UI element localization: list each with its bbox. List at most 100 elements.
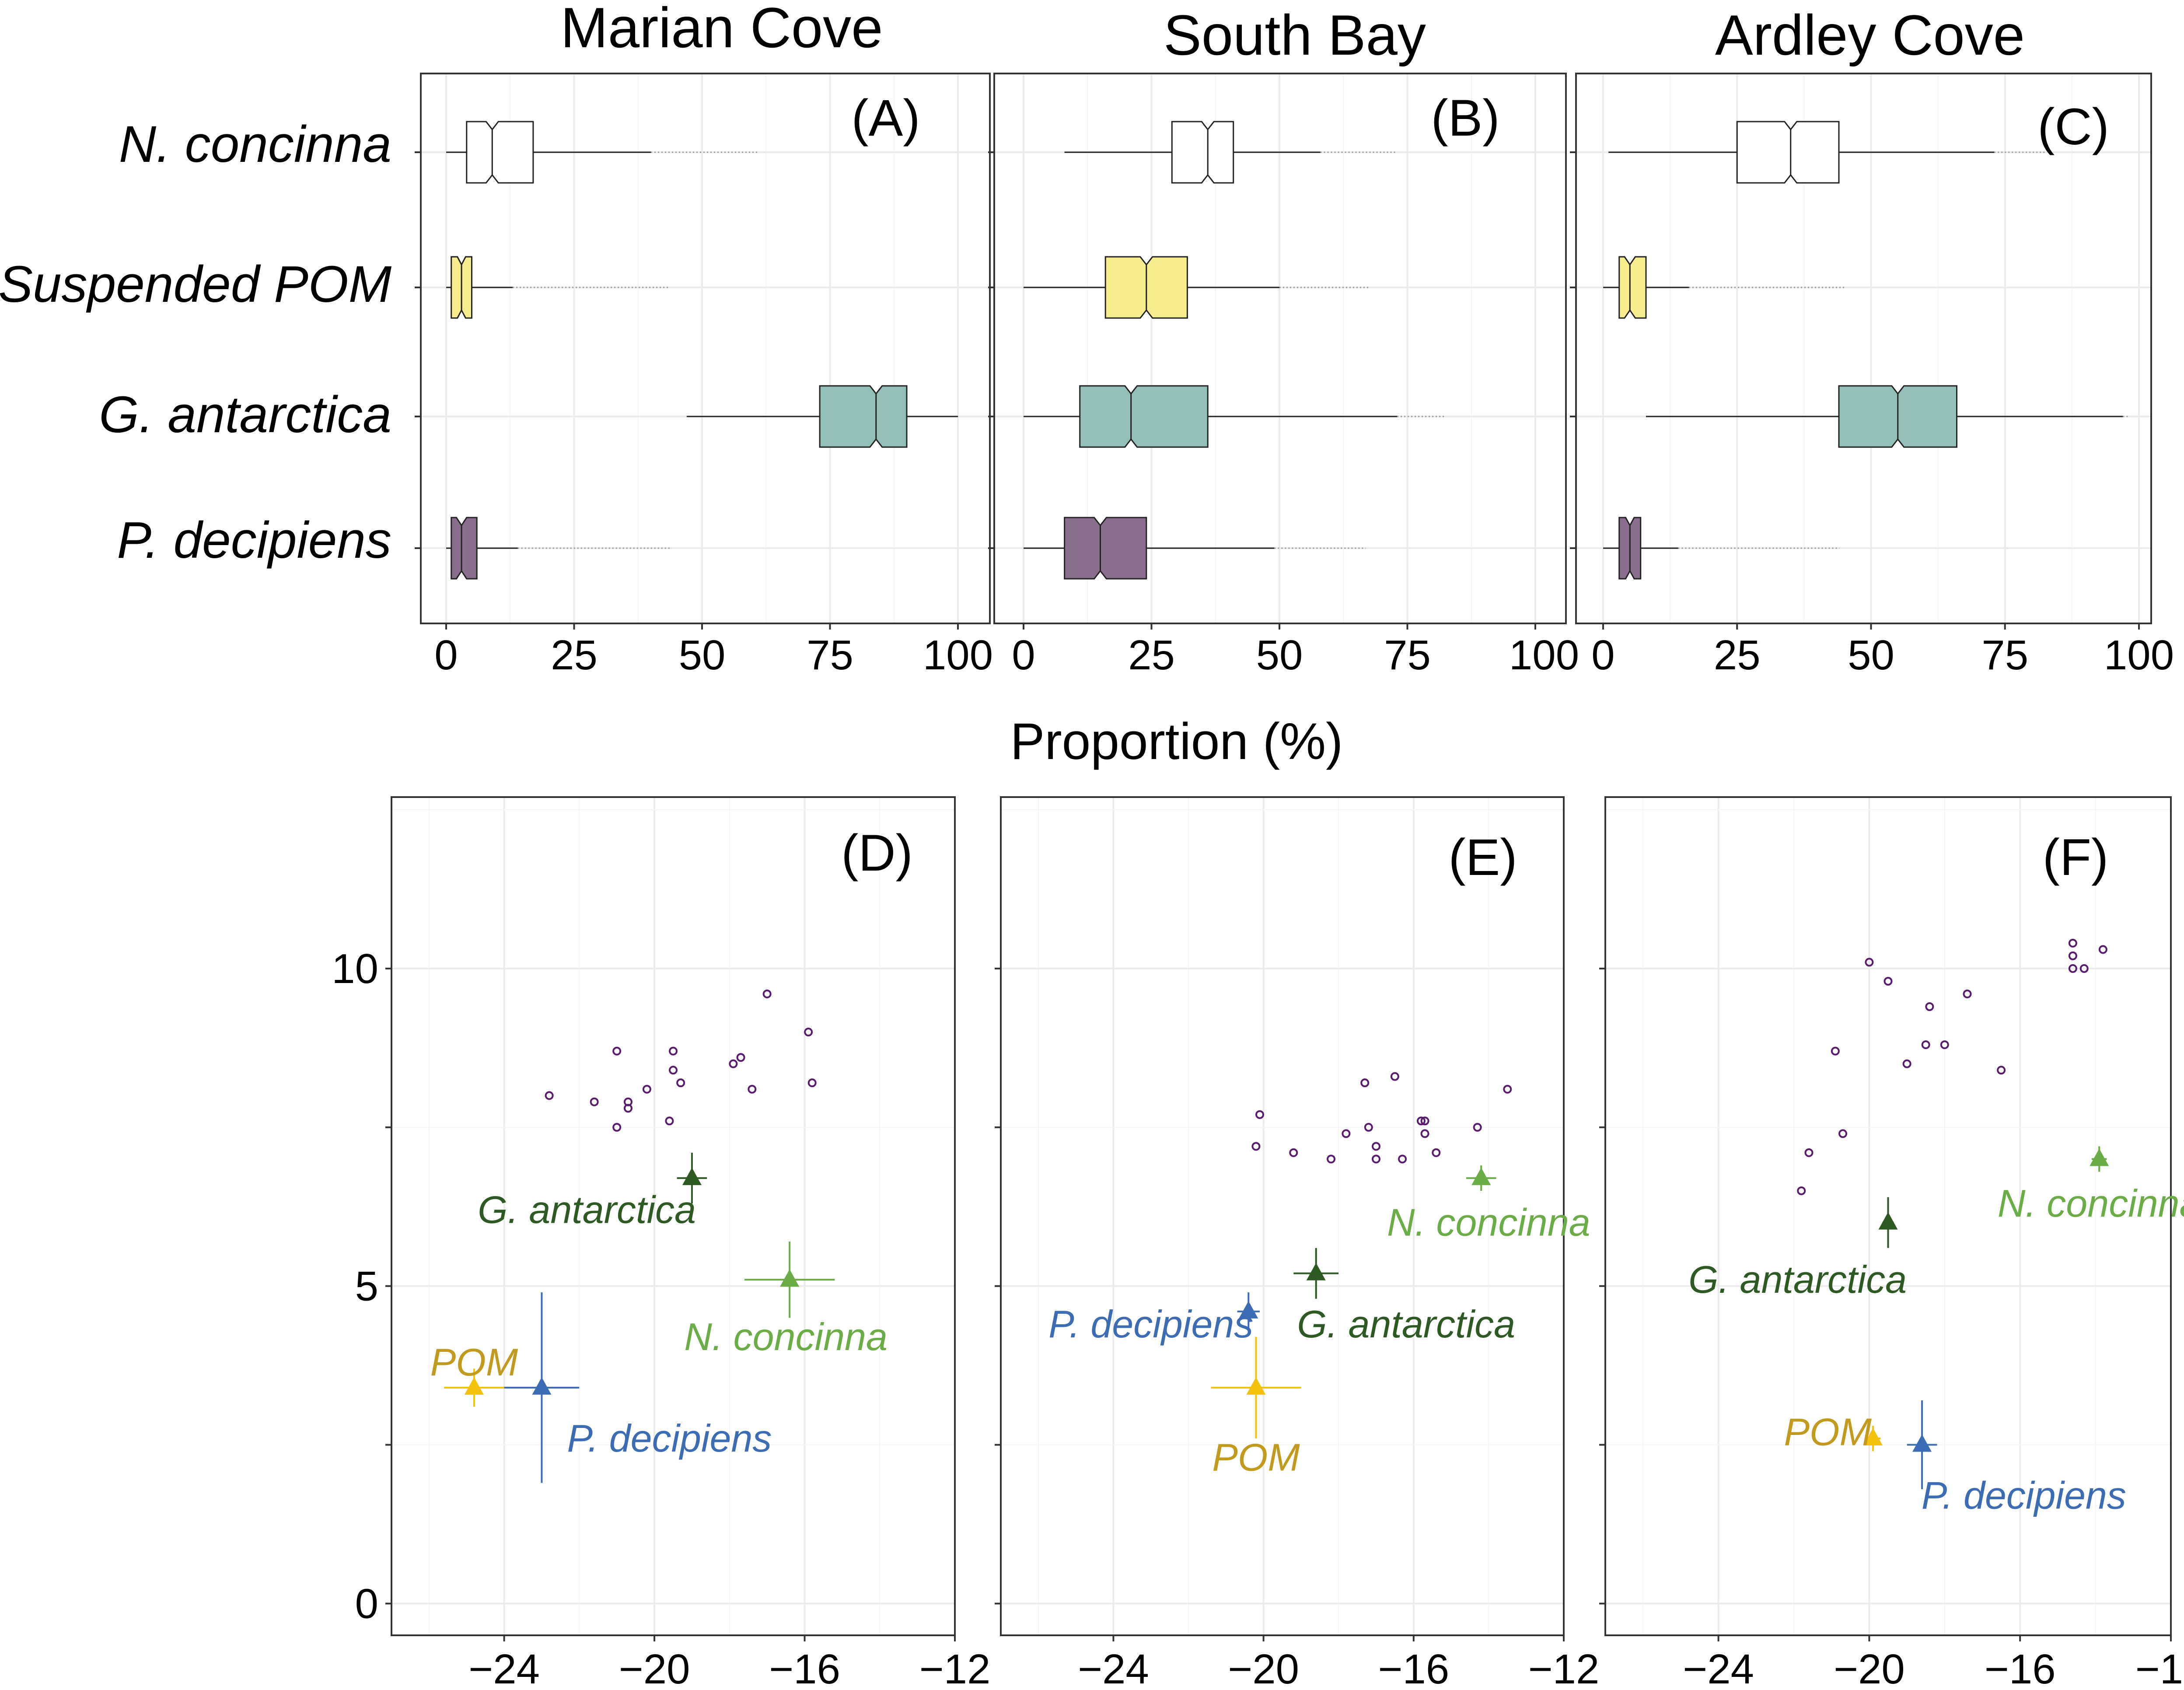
y-tick-label: 10 — [332, 945, 378, 992]
x-tick-label: 0 — [1012, 632, 1035, 679]
x-axis-label-proportion: Proportion (%) — [1010, 713, 1343, 770]
category-label-g-antarctica: G. antarctica — [99, 386, 391, 444]
source-point-p-decipiens — [1912, 1434, 1932, 1452]
consumer-point — [665, 1116, 674, 1126]
consumer-point — [1925, 1002, 1934, 1011]
box-n-concinna — [1171, 121, 1234, 184]
x-tick-label: 75 — [1384, 632, 1431, 679]
consumer-point — [669, 1046, 678, 1056]
x-tick-label: −12 — [919, 1646, 991, 1690]
panel-label-e: (E) — [1448, 829, 1517, 886]
x-tick-label: 25 — [1128, 632, 1175, 679]
consumer-point — [590, 1097, 599, 1106]
consumer-point — [804, 1028, 813, 1037]
consumer-point — [2079, 964, 2089, 973]
category-label-p-decipiens: P. decipiens — [117, 511, 391, 569]
consumer-point — [1416, 1116, 1426, 1126]
x-tick-label: −24 — [1078, 1646, 1149, 1690]
box-n-concinna — [1736, 121, 1840, 184]
box-n-concinna — [466, 121, 534, 184]
x-tick-label: 50 — [679, 632, 726, 679]
consumer-point — [1432, 1148, 1441, 1157]
source-point-pom — [1246, 1377, 1266, 1395]
consumer-point — [1997, 1066, 2006, 1075]
consumer-point — [1921, 1040, 1930, 1050]
panel-frame — [1604, 796, 2172, 1636]
consumer-point — [642, 1085, 651, 1094]
panel-frame — [1575, 73, 2152, 624]
consumer-point — [612, 1123, 622, 1132]
source-label-p-decipiens: P. decipiens — [567, 1417, 772, 1460]
source-label-n-concinna: N. concinna — [1998, 1182, 2184, 1225]
panel-frame — [391, 796, 956, 1636]
x-tick-label: −12 — [2135, 1646, 2184, 1690]
consumer-point — [1372, 1155, 1380, 1164]
source-label-n-concinna: N. concinna — [1387, 1201, 1590, 1244]
box-p-decipiens — [451, 517, 478, 580]
x-tick-label: −20 — [1228, 1646, 1299, 1690]
panel-label-f: (F) — [2043, 829, 2109, 886]
x-tick-label: 100 — [2104, 632, 2174, 679]
title-marian-cove: Marian Cove — [561, 0, 883, 59]
source-point-pom — [464, 1377, 484, 1395]
x-tick-label: −12 — [1528, 1646, 1600, 1690]
consumer-point — [1503, 1085, 1512, 1094]
title-south-bay: South Bay — [1164, 3, 1426, 67]
consumer-point — [676, 1078, 685, 1088]
consumer-point — [1797, 1186, 1806, 1195]
x-tick-label: −16 — [1985, 1646, 2056, 1690]
consumer-point — [1902, 1059, 1911, 1068]
consumer-point — [2068, 938, 2077, 948]
source-label-pom: POM — [1212, 1436, 1300, 1479]
consumer-point — [545, 1091, 554, 1100]
source-point-pom — [1863, 1428, 1883, 1446]
consumer-point — [623, 1104, 632, 1113]
consumer-point — [736, 1053, 745, 1062]
consumer-point — [1865, 958, 1874, 967]
consumer-point — [669, 1066, 678, 1075]
y-tick-label: 0 — [355, 1580, 378, 1627]
consumer-point — [807, 1078, 817, 1088]
category-label-suspended-pom: Suspended POM — [0, 255, 392, 313]
y-tick-label: 5 — [355, 1263, 378, 1310]
x-tick-label: −16 — [769, 1646, 840, 1690]
consumer-point — [1804, 1148, 1814, 1157]
x-tick-label: −16 — [1378, 1646, 1449, 1690]
consumer-point — [1364, 1123, 1373, 1132]
consumer-point — [1251, 1142, 1261, 1151]
source-label-p-decipiens: P. decipiens — [1922, 1474, 2126, 1517]
source-label-p-decipiens: P. decipiens — [1048, 1302, 1253, 1346]
consumer-point — [748, 1085, 757, 1094]
consumer-point — [1420, 1116, 1429, 1126]
panel-label-b: (B) — [1431, 89, 1499, 147]
x-tick-label: −24 — [468, 1646, 540, 1690]
consumer-point — [1360, 1078, 1370, 1088]
x-tick-label: 0 — [1591, 632, 1614, 679]
source-point-n-concinna — [780, 1269, 800, 1287]
consumer-point — [1372, 1142, 1380, 1151]
panel-label-c: (C) — [2037, 98, 2109, 156]
source-point-p-decipiens — [1239, 1301, 1258, 1319]
source-point-g-antarctica — [682, 1167, 702, 1185]
box-panel-c: 0 25 50 75 100 — [1570, 73, 2174, 679]
box-p-decipiens — [1064, 517, 1147, 580]
consumer-point — [1289, 1148, 1298, 1157]
consumer-point — [2068, 951, 2077, 960]
box-panel-a: 0 25 50 75 100 — [415, 73, 993, 679]
scatter-panel-f: −24 −20 −16 −12 N. concinna G. antarctica POM P… — [1599, 796, 2184, 1690]
consumer-point — [1473, 1123, 1482, 1132]
x-tick-label: 75 — [1981, 632, 2028, 679]
source-label-pom: POM — [430, 1340, 518, 1384]
source-label-g-antarctica: G. antarctica — [478, 1188, 696, 1231]
panel-frame — [420, 73, 991, 624]
x-tick-label: 100 — [1509, 632, 1579, 679]
source-point-g-antarctica — [1306, 1263, 1326, 1281]
x-tick-label: 50 — [1256, 632, 1303, 679]
x-tick-label: 0 — [434, 632, 458, 679]
source-point-p-decipiens — [532, 1377, 552, 1395]
panel-label-a: (A) — [851, 89, 920, 147]
x-tick-label: 100 — [923, 632, 993, 679]
box-g-antarctica — [1079, 385, 1209, 448]
x-tick-label: 25 — [1714, 632, 1761, 679]
